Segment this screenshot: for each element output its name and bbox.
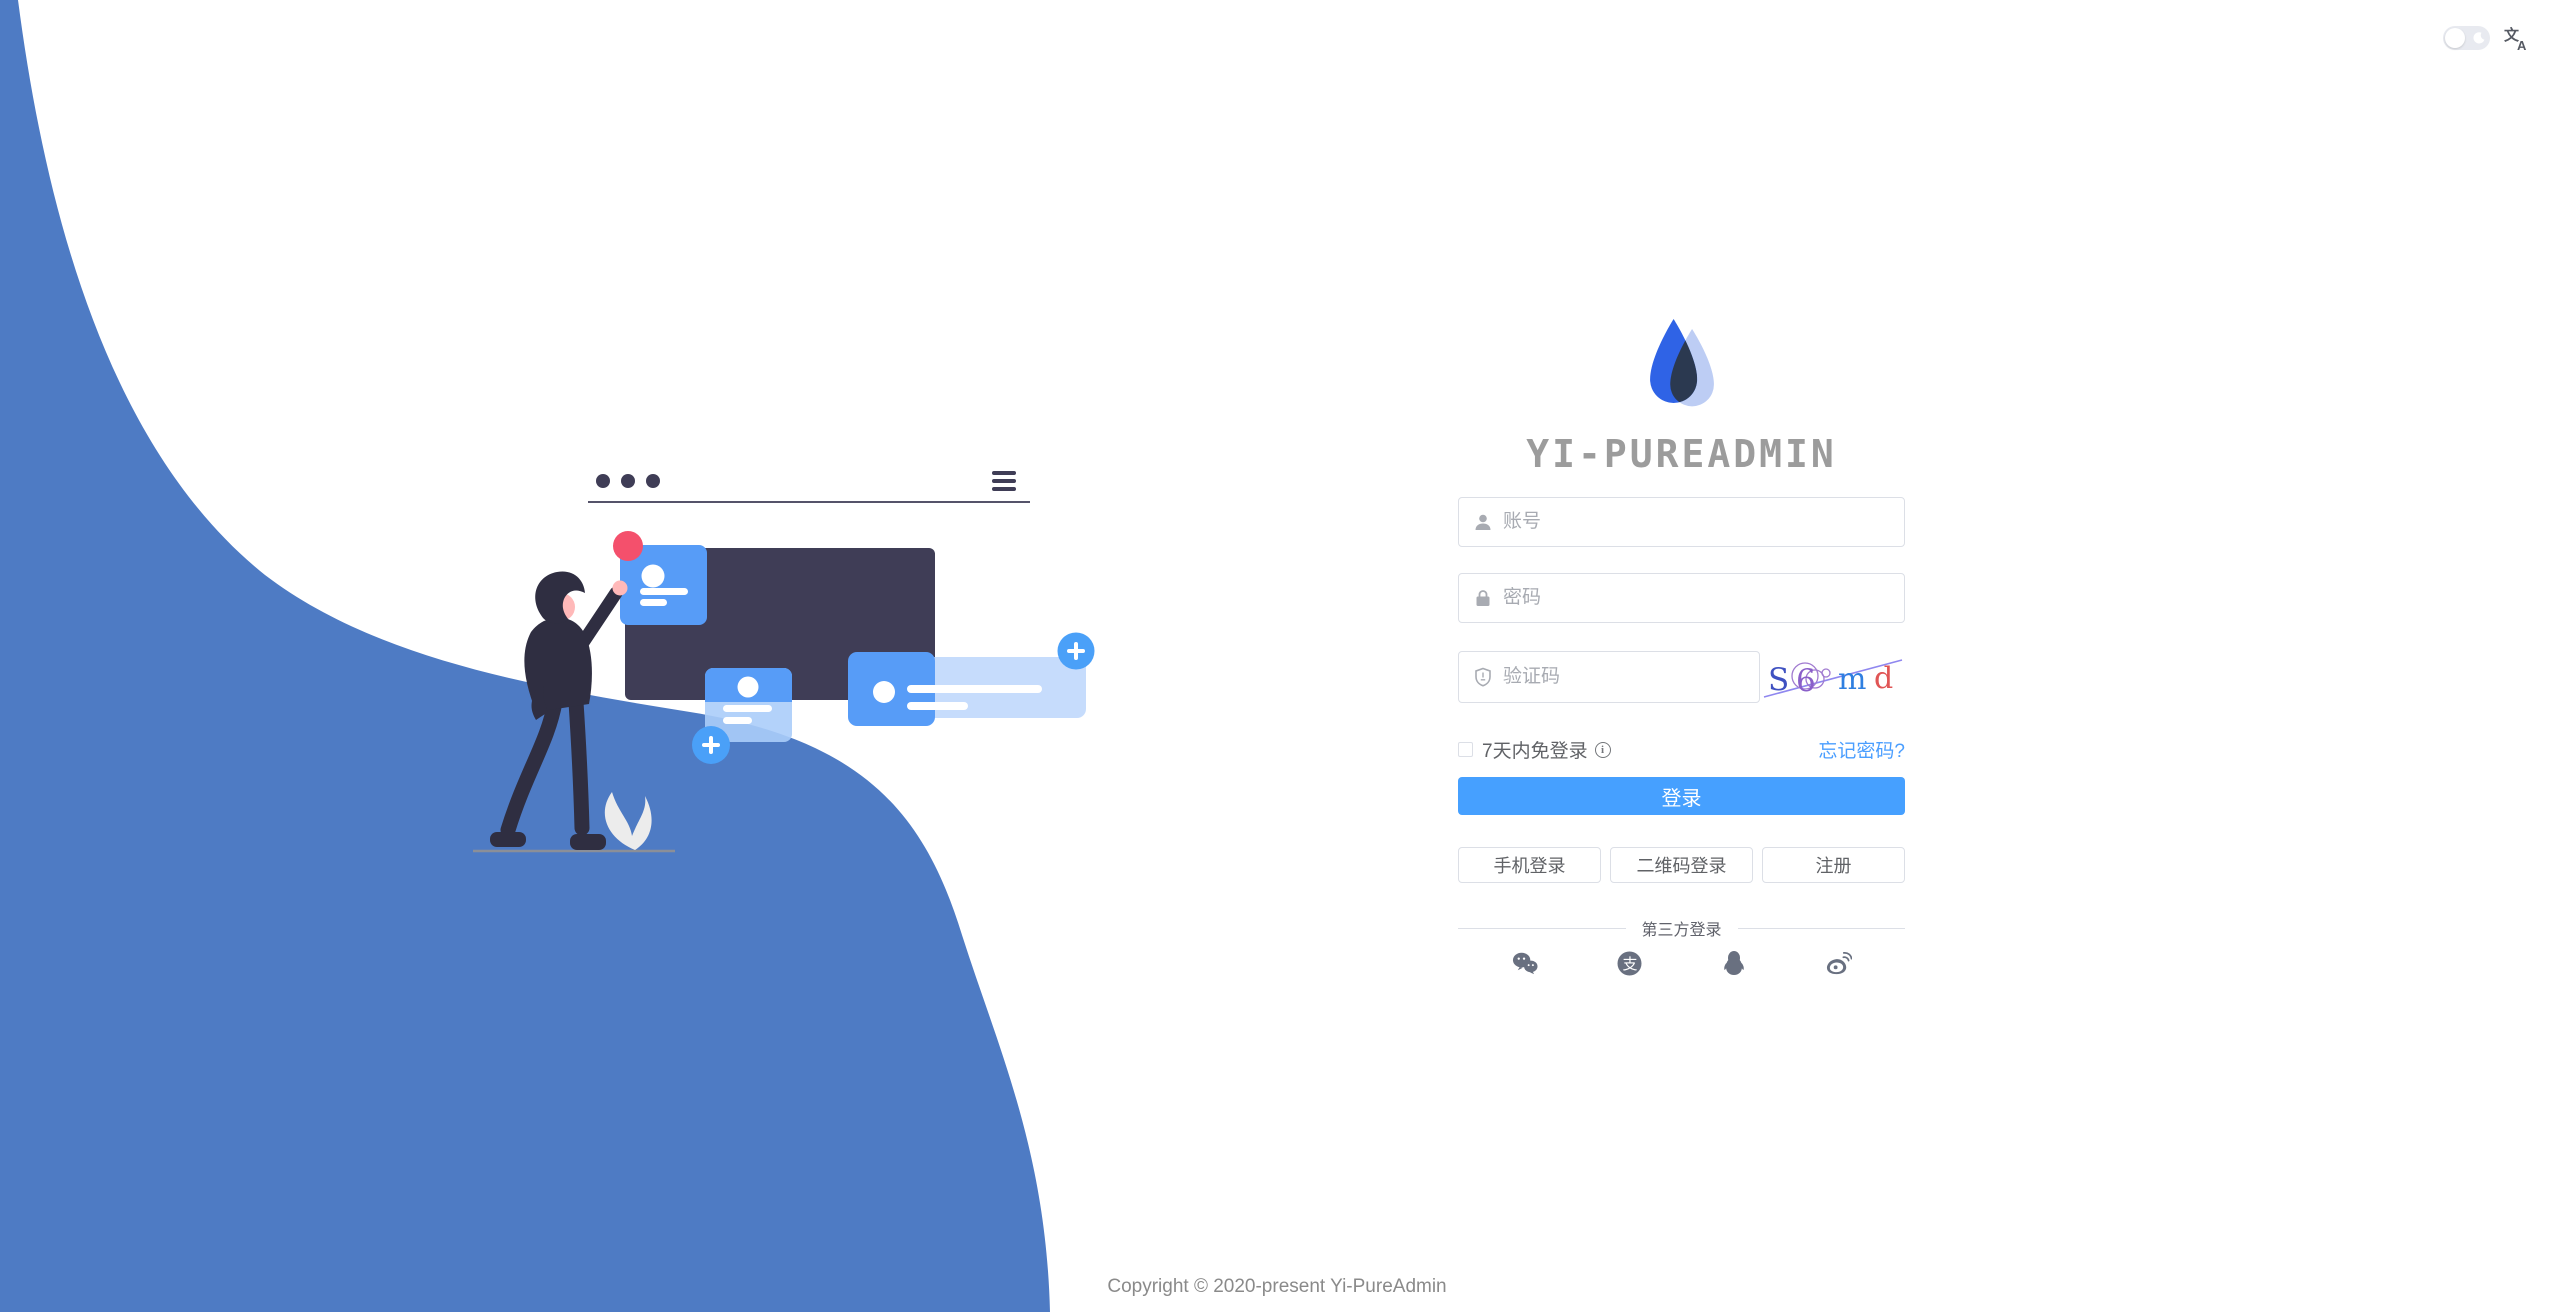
- illustration-leaf: [604, 792, 652, 850]
- svg-text:m: m: [1838, 662, 1866, 697]
- phone-login-button[interactable]: 手机登录: [1458, 847, 1601, 883]
- weibo-icon[interactable]: [1826, 950, 1852, 976]
- theme-toggle[interactable]: [2443, 26, 2490, 50]
- login-button[interactable]: 登录: [1458, 777, 1905, 815]
- register-button[interactable]: 注册: [1762, 847, 1905, 883]
- svg-text:d: d: [1874, 661, 1893, 696]
- svg-text:6: 6: [1796, 663, 1816, 699]
- qq-icon[interactable]: [1721, 950, 1747, 976]
- remember-checkbox[interactable]: [1458, 742, 1473, 757]
- shield-icon: [1475, 667, 1491, 687]
- info-icon[interactable]: [1594, 741, 1611, 758]
- svg-text:A: A: [2517, 38, 2527, 52]
- qrcode-login-button[interactable]: 二维码登录: [1610, 847, 1753, 883]
- topbar: 文 A: [2443, 24, 2530, 52]
- moon-icon: [2473, 32, 2485, 44]
- illustration-center-card: [692, 668, 792, 764]
- remember-label: 7天内免登录: [1482, 741, 1588, 762]
- illustration-right-card: [848, 632, 1095, 726]
- remember-row: 7天内免登录 忘记密码?: [1458, 736, 1905, 763]
- username-input[interactable]: [1503, 511, 1890, 533]
- forgot-password-link[interactable]: 忘记密码?: [1818, 741, 1905, 762]
- captcha-input[interactable]: [1503, 666, 1748, 688]
- svg-text:支: 支: [1623, 956, 1638, 973]
- translate-icon[interactable]: 文 A: [2502, 24, 2530, 52]
- illustration-browser-bar: [588, 471, 1030, 503]
- theme-toggle-knob: [2445, 28, 2465, 48]
- illustration-topleft-card: [613, 531, 707, 625]
- social-login-row: 支: [1512, 950, 1852, 976]
- svg-text:文: 文: [2504, 26, 2520, 44]
- third-party-divider: 第三方登录: [1458, 916, 1905, 940]
- captcha-field: [1458, 651, 1760, 703]
- page-title: YI-PUREADMIN: [1526, 432, 1837, 476]
- captcha-image[interactable]: S 6 m d: [1762, 651, 1905, 703]
- username-field: [1458, 497, 1905, 547]
- alt-login-row: 手机登录 二维码登录 注册: [1458, 847, 1905, 883]
- svg-text:S: S: [1768, 662, 1789, 698]
- illustration-person: [490, 571, 628, 850]
- password-input[interactable]: [1503, 587, 1890, 609]
- wechat-icon[interactable]: [1512, 950, 1538, 976]
- alipay-icon[interactable]: 支: [1617, 950, 1643, 976]
- copyright-text: Copyright © 2020-present Yi-PureAdmin: [1107, 1276, 1447, 1297]
- login-illustration: [473, 471, 1095, 853]
- password-field: [1458, 573, 1905, 623]
- brand-logo: [1650, 318, 1714, 407]
- lock-icon: [1476, 590, 1490, 606]
- divider-label: 第三方登录: [1641, 922, 1722, 939]
- user-icon: [1475, 514, 1491, 530]
